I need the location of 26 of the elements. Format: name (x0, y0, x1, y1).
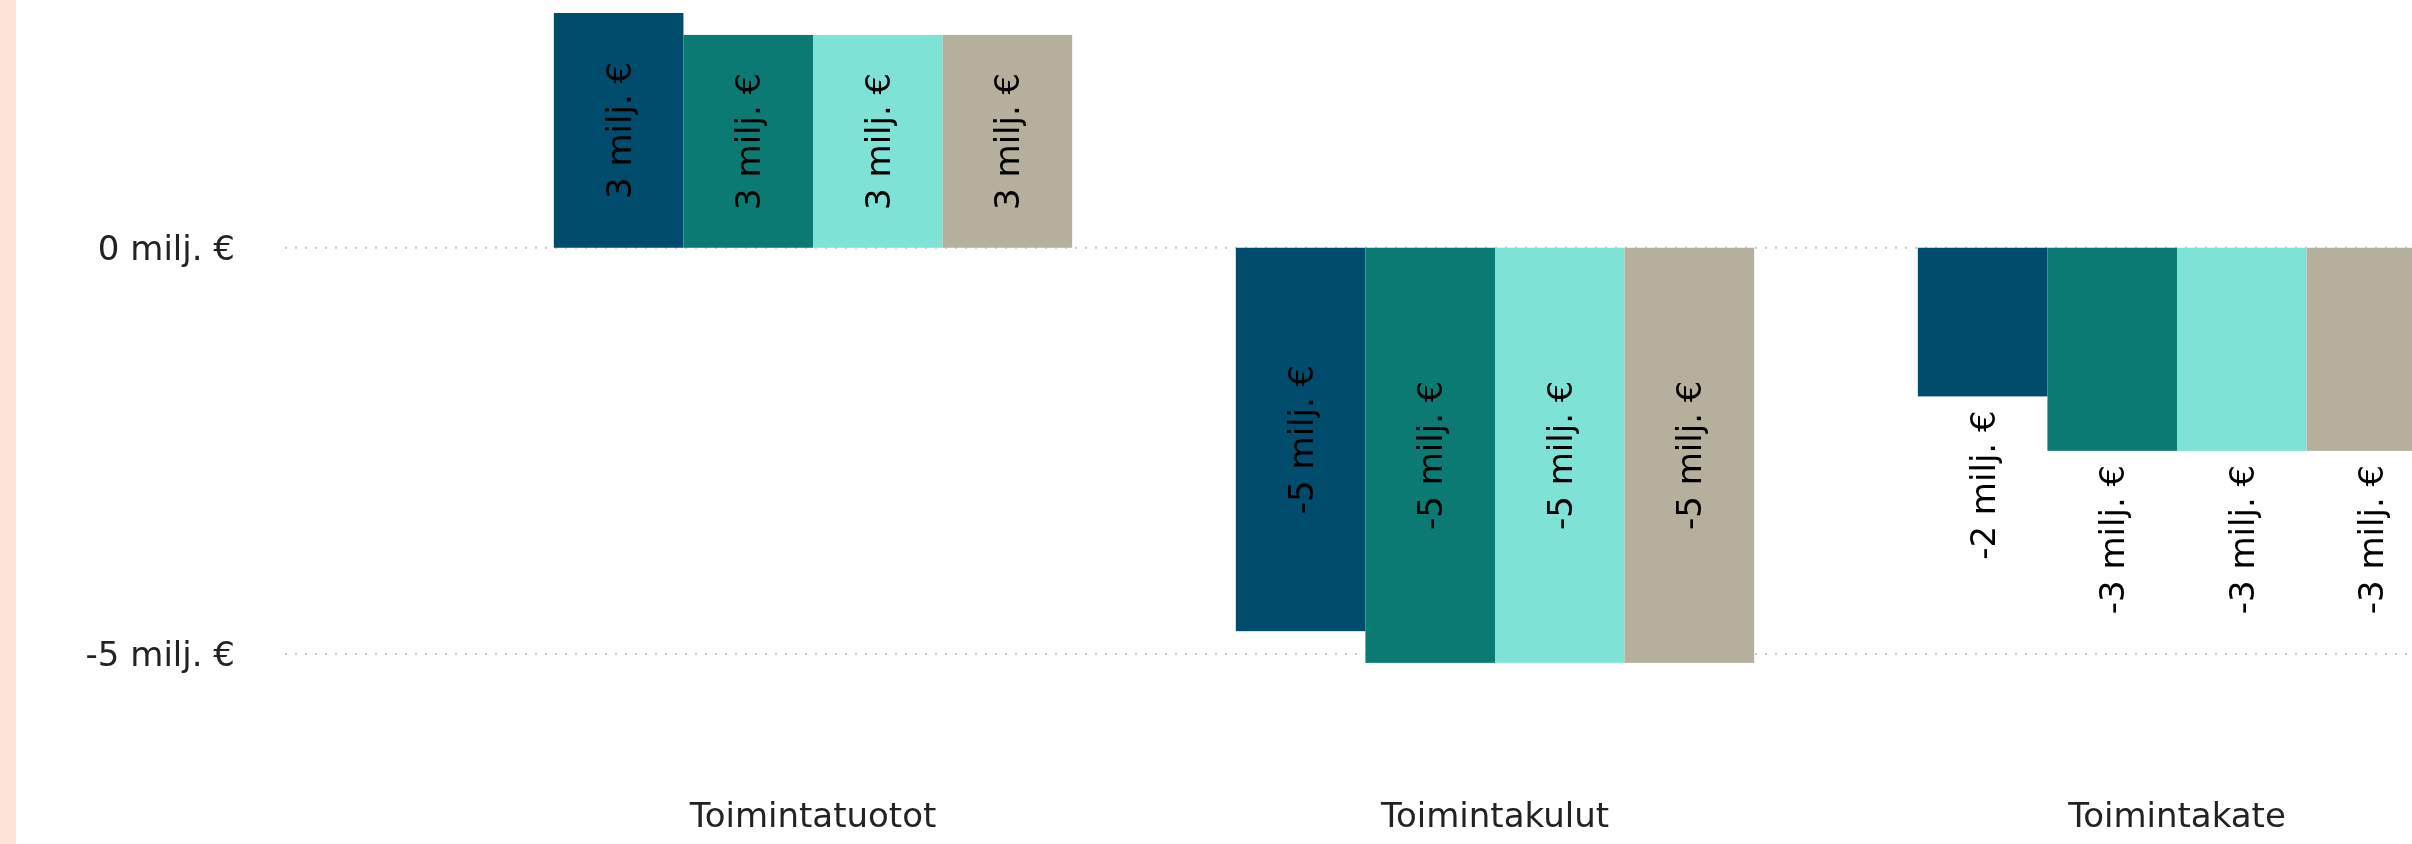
bar (1235, 247, 1366, 632)
bar (1365, 247, 1495, 663)
data-label: 3 milj. € (728, 72, 769, 210)
data-label: 3 milj. € (857, 72, 898, 210)
data-label: 3 milj. € (598, 61, 639, 199)
bar (1495, 247, 1625, 663)
data-label: -3 milj. € (2221, 464, 2262, 615)
data-label: -5 milj. € (1539, 380, 1580, 531)
bar (2047, 247, 2177, 451)
bar (553, 13, 684, 248)
data-label: -5 milj. € (1410, 380, 1451, 531)
data-label: -5 milj. € (1669, 380, 1710, 531)
data-label: -3 milj. € (2351, 464, 2392, 615)
bar (1624, 247, 1755, 663)
x-tick-label: Toimintatuotot (688, 795, 937, 835)
bar (1917, 247, 2048, 397)
data-label: -5 milj. € (1280, 364, 1321, 515)
data-label: -2 milj. € (1962, 410, 2003, 560)
x-tick-label: Toimintakulut (1379, 795, 1610, 835)
bar (683, 34, 813, 248)
bar (813, 34, 943, 248)
bar (942, 34, 1073, 248)
x-tick-label: Toimintakate (2067, 795, 2286, 835)
data-label: -3 milj. € (2092, 464, 2133, 615)
y-tick-label: 0 milj. € (97, 227, 235, 268)
data-label: 3 milj. € (987, 72, 1028, 210)
